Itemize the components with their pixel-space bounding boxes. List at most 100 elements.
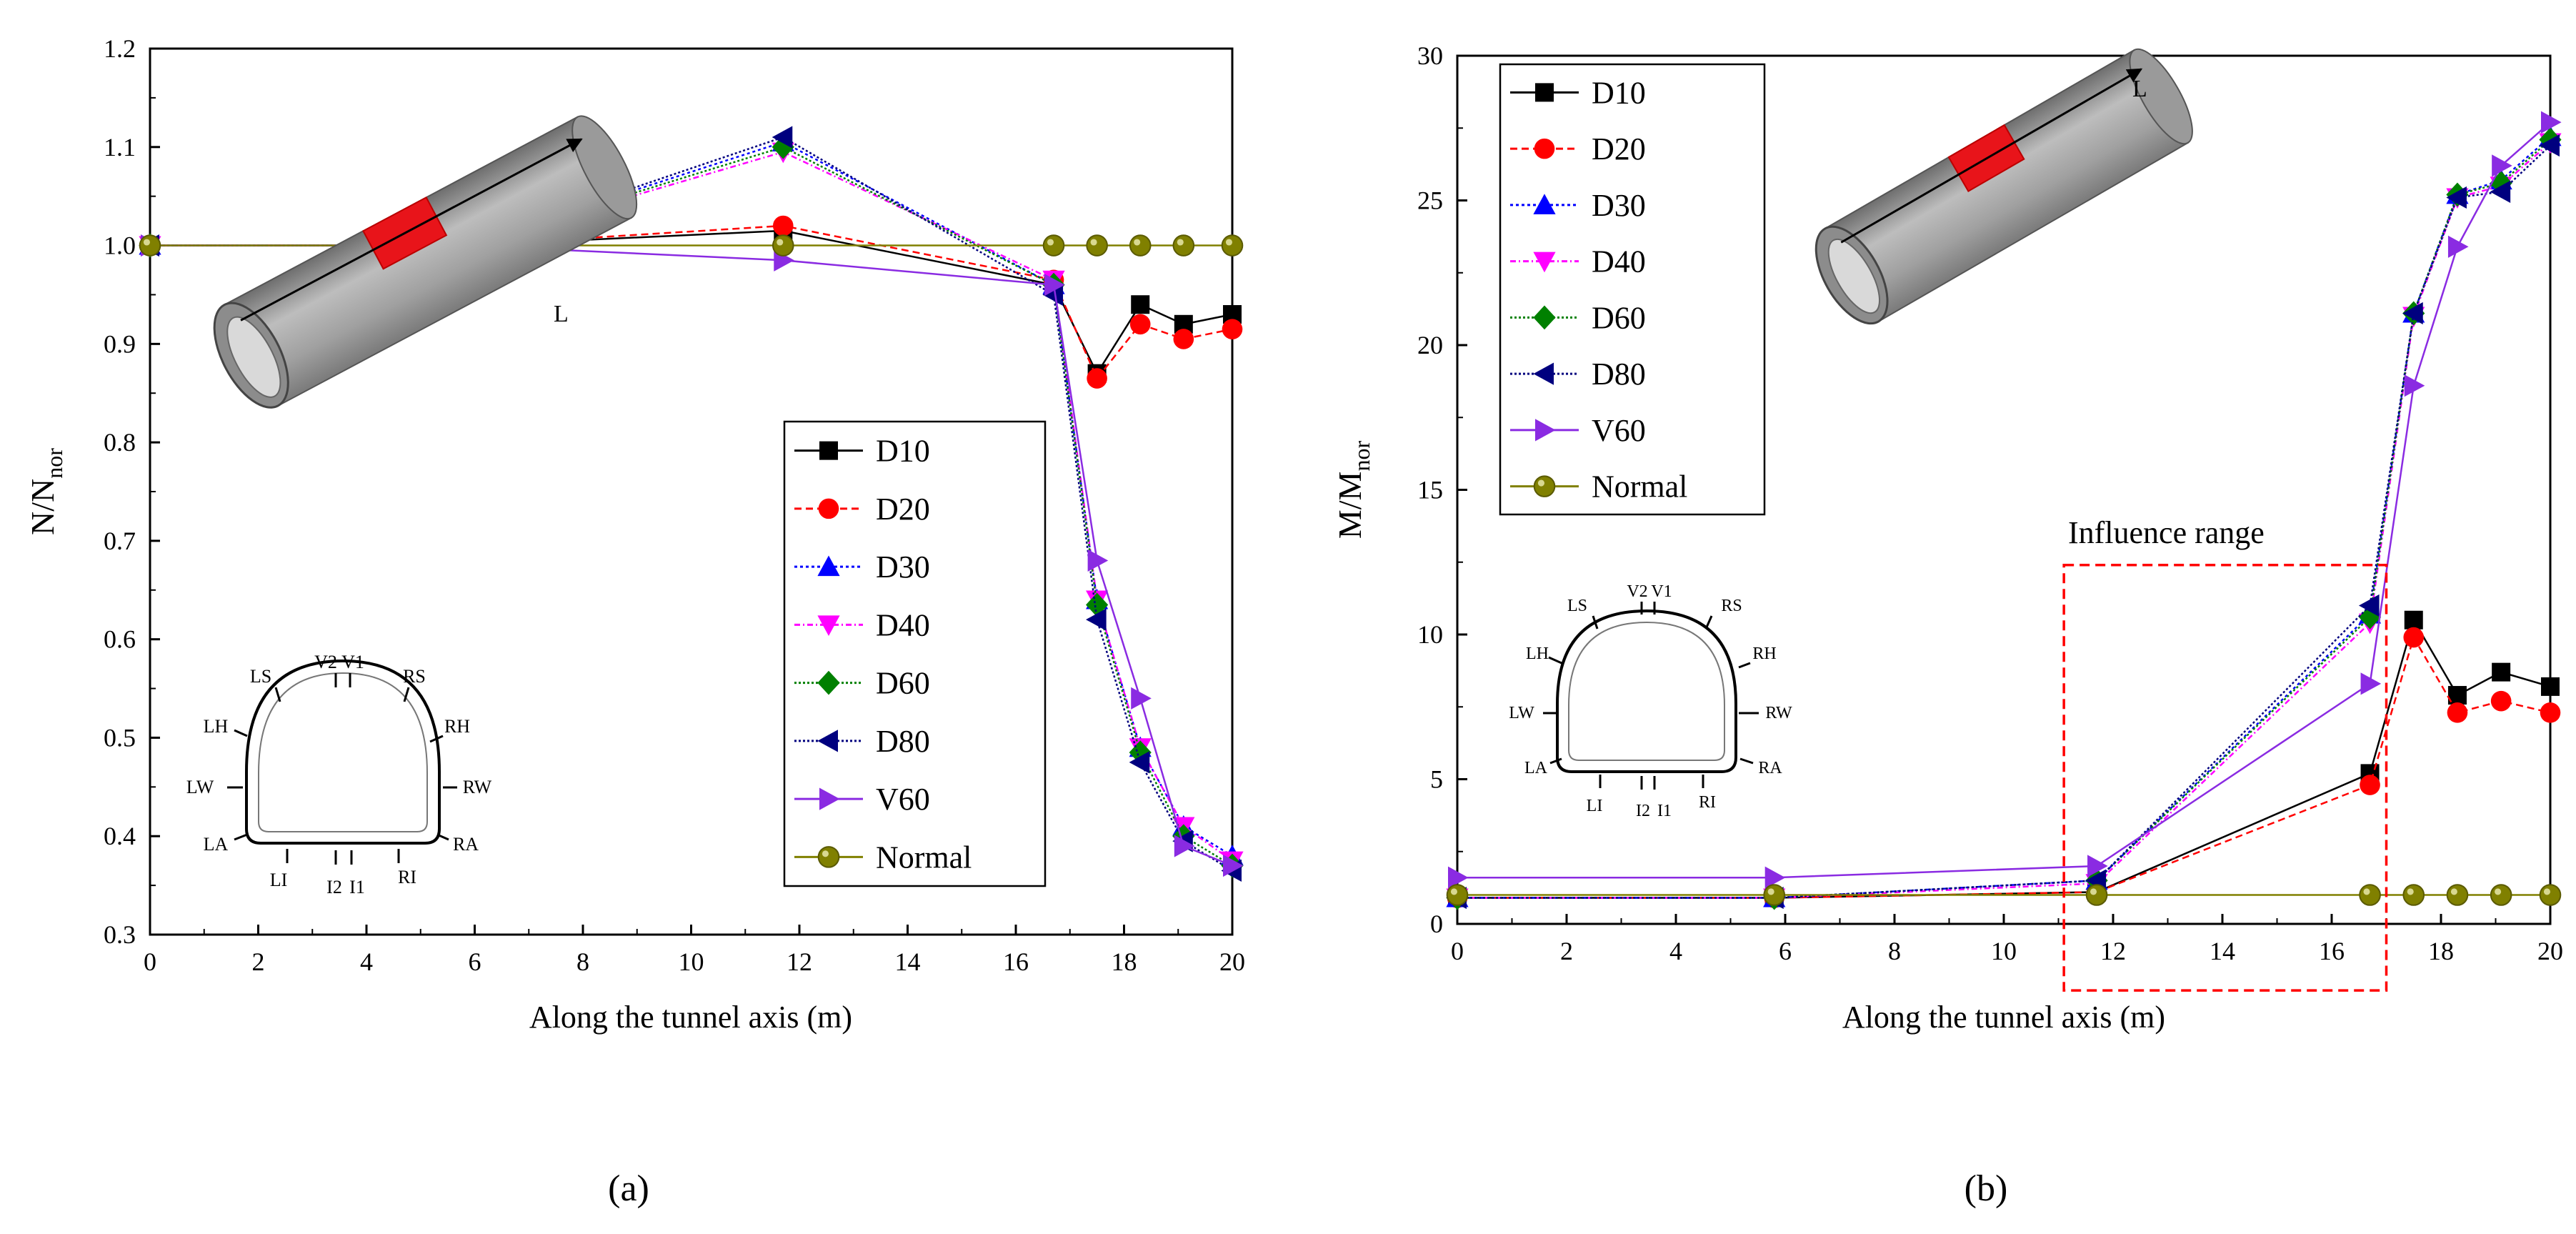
data-point-d10 — [2492, 662, 2511, 682]
panel-label-a: (a) — [608, 1168, 649, 1209]
data-point-normal — [139, 234, 161, 257]
legend-marker-d80 — [817, 730, 838, 752]
marker-highlight — [1047, 239, 1054, 246]
section-label-i2: I2 — [326, 877, 342, 897]
legend-marker-d30 — [1533, 194, 1556, 214]
tunnel-inner-a — [226, 316, 281, 398]
section-label-li: LI — [1587, 797, 1603, 815]
data-point-d60 — [1086, 592, 1109, 617]
section-label-lw: LW — [186, 777, 214, 797]
tunnel-inner-b — [1827, 238, 1881, 314]
series-line-v60 — [1457, 121, 2551, 879]
legend-item-normal: Normal — [1510, 469, 1687, 504]
data-point-d80 — [1086, 608, 1107, 631]
tunnel-inset-b — [1814, 48, 2193, 325]
x-tick-label: 0 — [144, 947, 156, 976]
data-point-normal — [2402, 884, 2425, 906]
legend-marker-d40 — [817, 615, 840, 636]
x-tick-label: 18 — [1112, 947, 1137, 976]
section-label-i1: I1 — [349, 877, 365, 897]
series-d40 — [139, 142, 1244, 872]
section-label-lw: LW — [1509, 704, 1534, 722]
marker-highlight — [1134, 239, 1141, 246]
y-tick-label: 0.6 — [104, 625, 136, 654]
legend-item-normal: Normal — [794, 840, 972, 875]
y-tick-label: 30 — [1417, 41, 1443, 70]
marker-highlight — [2407, 888, 2414, 895]
data-point-normal — [1042, 234, 1065, 257]
section-gauge-tick — [403, 687, 410, 702]
data-point-v60 — [2087, 855, 2108, 877]
legend-item-d30: D30 — [1510, 188, 1646, 223]
data-point-normal — [1172, 234, 1195, 257]
data-point-v60 — [2447, 235, 2469, 258]
x-tick-label: 20 — [1219, 947, 1245, 976]
x-tick-label: 20 — [2537, 937, 2563, 965]
tunnel-axis-arrow-a — [240, 138, 583, 322]
data-point-normal — [1086, 234, 1108, 257]
section-label-rw: RW — [1765, 704, 1792, 722]
data-point-d20 — [2490, 690, 2512, 712]
x-tick-label: 16 — [1003, 947, 1029, 976]
section-label-rs: RS — [1721, 597, 1742, 615]
y-axis-label-sub: nor — [41, 448, 67, 479]
x-tick-label: 18 — [2428, 937, 2454, 965]
data-point-d10 — [2541, 677, 2560, 696]
tunnel-far-end-b — [2129, 48, 2193, 145]
marker-highlight — [143, 239, 150, 246]
legend-label: D40 — [1592, 244, 1646, 279]
x-tick-label: 10 — [1991, 937, 2017, 965]
section-gauge-tick — [1738, 662, 1751, 669]
legend-marker-d20 — [818, 498, 839, 519]
marker-highlight — [2363, 888, 2370, 895]
legend-label: D10 — [1592, 75, 1646, 110]
legend-label: D20 — [876, 492, 930, 527]
section-label-la: LA — [204, 834, 229, 855]
cross-section-a: LS V2 V1 RS LH RH LW RW LA RA LI I2 I1 RI — [186, 652, 492, 897]
data-point-d20 — [2403, 627, 2425, 648]
section-label-rh: RH — [1752, 645, 1776, 663]
legend-item-v60: V60 — [1510, 413, 1646, 448]
data-point-d20 — [1222, 319, 1243, 339]
section-label-ri: RI — [1699, 793, 1716, 812]
y-tick-label: 0.9 — [104, 329, 136, 358]
y-tick-label: 25 — [1417, 186, 1443, 215]
y-tick-label: 0.7 — [104, 527, 136, 555]
data-point-normal — [1221, 234, 1244, 257]
legend-label: D10 — [876, 434, 930, 469]
section-label-rh: RH — [444, 716, 470, 737]
section-label-ls: LS — [1567, 597, 1587, 615]
x-axis-label-b: Along the tunnel axis (m) — [1842, 1000, 2165, 1035]
section-gauge-tick — [1592, 615, 1599, 630]
section-label-la: LA — [1524, 759, 1548, 777]
legend-item-d40: D40 — [794, 607, 930, 642]
legend-marker-d60 — [1533, 305, 1556, 330]
legend-label: D80 — [876, 724, 930, 759]
legend-label: Normal — [1592, 469, 1687, 504]
y-tick-label: 10 — [1417, 620, 1443, 649]
legend-frame — [1499, 63, 1766, 516]
legend-marker-normal — [817, 846, 840, 868]
legend-label: V60 — [876, 782, 930, 817]
cross-section-b: LS V2 V1 RS LH RH LW RW LA RA LI I2 I1 RI — [1509, 582, 1792, 820]
x-tick-label: 6 — [1779, 937, 1792, 965]
data-point-d20 — [1173, 329, 1194, 349]
y-axis-label-main: M/M — [1332, 472, 1368, 539]
series-d30 — [139, 131, 1244, 865]
legend-item-d20: D20 — [1510, 131, 1646, 166]
series-normal — [139, 234, 1244, 257]
tunnel-inset-a — [213, 115, 638, 409]
marker-highlight — [2495, 888, 2502, 895]
series-line-d80 — [150, 136, 1233, 872]
y-axis-label: M/Mnor — [1332, 441, 1374, 539]
section-label-ra: RA — [1758, 759, 1782, 777]
panel-b: 0 2 4 6 8 10 12 14 16 18 20 0 5 10 15 20 25 30 M/Mnor L LS… — [1332, 41, 2563, 1209]
data-point-normal — [2359, 884, 2381, 906]
marker-highlight — [1450, 888, 1457, 895]
x-tick-label: 8 — [1888, 937, 1901, 965]
legend-item-d60: D60 — [794, 666, 930, 701]
section-inner — [1568, 621, 1725, 761]
legend-b: D10 D20 D30 D40 D60 D80 V60 Normal — [1499, 63, 1766, 516]
data-point-v60 — [2360, 672, 2382, 695]
